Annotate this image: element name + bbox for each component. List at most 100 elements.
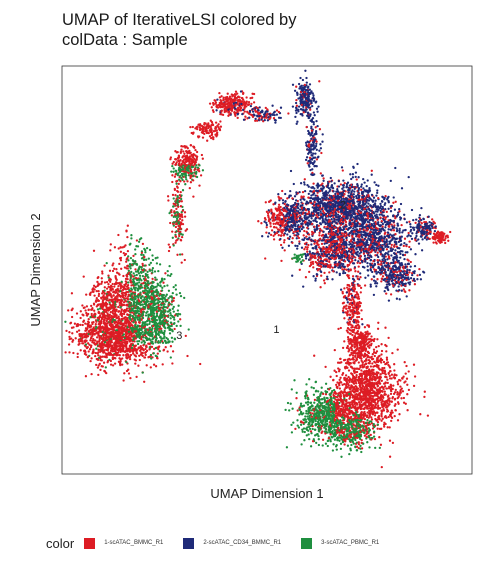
scatter-point xyxy=(246,103,250,107)
scatter-point xyxy=(178,217,182,221)
scatter-point xyxy=(173,212,177,215)
scatter-point xyxy=(163,335,166,338)
scatter-point xyxy=(121,357,124,360)
scatter-point xyxy=(92,326,95,329)
scatter-point xyxy=(152,304,155,307)
scatter-point xyxy=(152,352,155,355)
scatter-point xyxy=(177,230,180,233)
scatter-point xyxy=(174,241,177,244)
scatter-point xyxy=(122,301,126,304)
scatter-point xyxy=(144,347,147,351)
scatter-point xyxy=(137,267,141,270)
scatter-point xyxy=(127,281,130,284)
scatter-point xyxy=(175,207,178,211)
scatter-point xyxy=(110,304,113,307)
scatter-point xyxy=(139,331,142,335)
scatter-point xyxy=(141,269,145,272)
scatter-point xyxy=(97,348,100,351)
scatter-point xyxy=(309,113,312,116)
scatter-point xyxy=(306,86,310,89)
scatter-point xyxy=(312,96,315,99)
scatter-point xyxy=(132,272,135,275)
scatter-point xyxy=(222,99,225,102)
scatter-point xyxy=(93,312,96,315)
scatter-point xyxy=(328,194,331,197)
scatter-point xyxy=(316,182,319,185)
scatter-point xyxy=(199,128,202,131)
scatter-point xyxy=(128,357,132,361)
scatter-point xyxy=(158,263,162,266)
scatter-point xyxy=(249,113,252,116)
scatter-point xyxy=(107,285,110,288)
scatter-point xyxy=(367,199,371,202)
scatter-point xyxy=(350,207,354,210)
scatter-point xyxy=(124,325,128,328)
scatter-point xyxy=(329,188,332,191)
scatter-point xyxy=(184,183,187,186)
scatter-point xyxy=(150,317,153,320)
scatter-point xyxy=(172,299,175,302)
scatter-point xyxy=(387,195,390,199)
scatter-point xyxy=(111,356,114,359)
scatter-point xyxy=(172,310,175,313)
scatter-point xyxy=(299,87,302,90)
scatter-point xyxy=(337,185,341,188)
scatter-point xyxy=(87,325,90,328)
scatter-point xyxy=(354,171,358,174)
scatter-point xyxy=(141,354,144,358)
scatter-point xyxy=(149,307,152,310)
scatter-point xyxy=(316,209,320,212)
scatter-point xyxy=(350,177,353,181)
scatter-point xyxy=(255,119,259,122)
scatter-point xyxy=(100,359,103,362)
scatter-point xyxy=(135,262,138,266)
scatter-point xyxy=(166,310,170,313)
scatter-point xyxy=(211,101,215,105)
scatter-point xyxy=(121,347,124,351)
scatter-point xyxy=(90,304,93,308)
scatter-point xyxy=(151,293,155,296)
scatter-point xyxy=(130,234,133,237)
scatter-point xyxy=(126,235,129,239)
scatter-point xyxy=(97,340,101,343)
scatter-point xyxy=(188,152,191,155)
scatter-point xyxy=(109,278,112,281)
scatter-point xyxy=(129,290,132,293)
scatter-point xyxy=(130,328,134,331)
scatter-point xyxy=(308,145,311,148)
scatter-point xyxy=(143,289,146,292)
scatter-point xyxy=(149,314,152,317)
scatter-point xyxy=(94,285,97,289)
scatter-point xyxy=(141,347,144,351)
scatter-point xyxy=(144,351,147,355)
scatter-point xyxy=(293,195,297,198)
scatter-point xyxy=(336,213,340,217)
scatter-point xyxy=(334,192,337,196)
scatter-point xyxy=(322,187,325,190)
scatter-point xyxy=(86,345,89,349)
scatter-point xyxy=(266,112,269,116)
scatter-point xyxy=(141,371,144,374)
scatter-point xyxy=(123,297,126,300)
scatter-point xyxy=(128,333,131,336)
scatter-point xyxy=(175,169,178,173)
scatter-point xyxy=(130,281,133,284)
scatter-point xyxy=(380,219,383,223)
scatter-point xyxy=(338,192,342,196)
scatter-point xyxy=(108,345,111,349)
scatter-point xyxy=(192,195,195,198)
scatter-point xyxy=(295,191,298,194)
scatter-point xyxy=(330,186,333,189)
scatter-point xyxy=(134,289,137,292)
scatter-point xyxy=(99,355,102,358)
scatter-point xyxy=(77,343,80,346)
scatter-point xyxy=(154,341,157,344)
scatter-point xyxy=(121,293,125,297)
scatter-point xyxy=(211,123,215,127)
scatter-point xyxy=(83,349,86,353)
scatter-point xyxy=(109,320,112,323)
scatter-point xyxy=(119,350,122,354)
scatter-point xyxy=(162,308,165,312)
scatter-point xyxy=(153,306,156,310)
scatter-point xyxy=(392,196,395,199)
